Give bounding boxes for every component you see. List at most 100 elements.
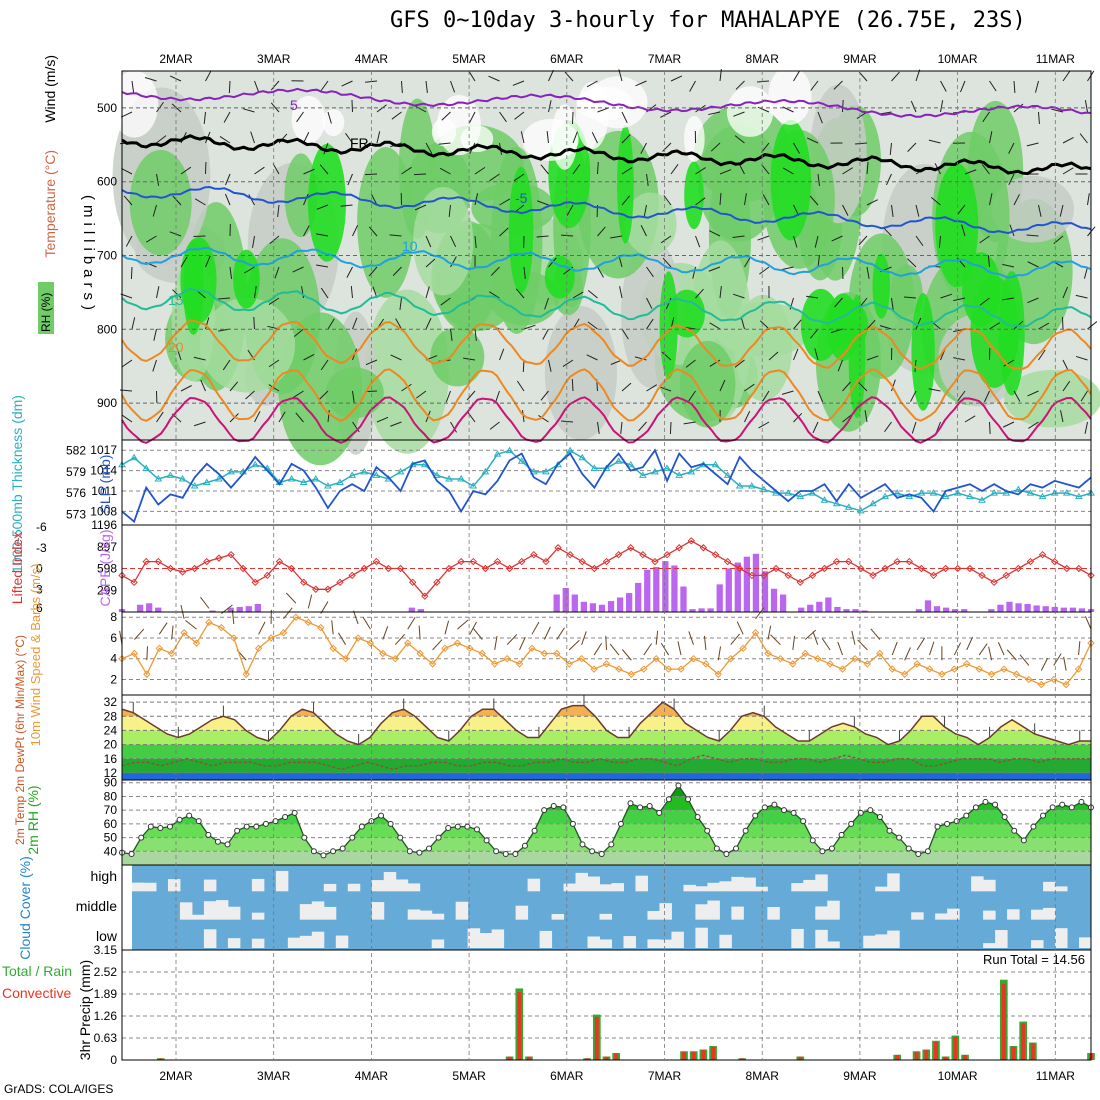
cloud-block [251,912,265,920]
wind-barb [740,317,745,330]
thickness-marker [336,478,344,485]
wind-barb [640,142,647,154]
wind-barb [987,255,990,268]
wind-barb [254,286,257,299]
temp-contour-30 [121,396,1092,444]
thickness-marker [542,467,550,475]
rh-marker [838,831,845,838]
wind-barb [474,193,479,206]
thickness-marker [554,460,562,468]
wind-barb [401,166,412,175]
thickness-marker [917,489,926,496]
rh-blob [365,289,449,454]
wind-barb [989,131,993,144]
rh-marker [531,827,538,834]
precip-legend-total-rain: Total / Rain [2,963,72,979]
rh-marker [445,824,452,831]
cloud-block [132,882,145,892]
thickness-marker [1050,489,1059,496]
wind-barb [842,204,849,216]
cape-bar [698,608,705,612]
precip-tick-label: 1.26 [94,1009,118,1023]
lifted-marker [832,557,841,566]
rh-marker [560,804,567,811]
wind-barb [319,164,329,175]
cloud-block [251,878,265,892]
rh-blob-high [668,289,705,338]
cape-bar [644,569,651,612]
wind-barb [283,607,293,620]
rh-marker [656,809,663,816]
lifted-axis-title: Lifted Index [9,532,25,604]
wind-barb [145,235,157,243]
thickness-marker [202,478,211,485]
wind-marker [304,618,313,627]
rh-marker [426,845,433,852]
contour-label: 15 [168,292,184,308]
wind-barb [252,235,255,248]
wind-barb [793,412,803,423]
wind-barb [368,226,378,237]
lifted-marker [263,571,272,580]
wind-barb [316,233,329,237]
wind-barb [171,103,182,113]
chart-title: GFS 0~10day 3-hourly for MAHALAPYE (26.7… [390,8,1026,33]
wind-barb [940,293,953,299]
wind-barb [389,234,402,237]
thickness-marker [760,485,768,493]
wind-barb [904,296,917,299]
wind-barb [278,411,286,423]
wind-barb [621,195,631,206]
wind-barb [556,627,565,640]
wind-barb [448,204,451,217]
thickness-marker [784,489,793,496]
wind-tick-label: 6 [110,631,117,645]
wind-barb [351,99,353,113]
lifted-marker [275,557,284,566]
thickness-marker [820,496,829,503]
lifted-marker [723,557,732,566]
cloud-block [611,883,624,892]
wind-barb [885,173,892,186]
wind-barb [703,635,707,650]
wind-barb [643,643,653,656]
panel-border [121,949,1092,1061]
wind-barb [425,286,430,299]
wind-barb [1059,204,1064,217]
cloud-block [251,938,265,948]
lifted-marker [687,537,695,545]
wind-barb [490,266,500,276]
wind-barb [537,200,549,206]
wind-marker [900,670,909,678]
wind-barb [864,410,868,423]
thickness-marker [711,460,720,468]
temp-band [122,744,1091,759]
thickness-marker [578,453,587,461]
wind-barb [269,235,280,245]
wind-barb [915,235,924,247]
wind-barb [688,390,696,402]
cloud-block [347,883,361,892]
rh-marker [349,834,356,841]
wind-marker [751,629,760,637]
precip-axis-title: 3hr Precip (mm) [77,960,93,1060]
wind-marker [664,665,673,673]
wind-barb [930,196,941,206]
date-label-bottom: 8MAR [746,1069,780,1083]
rh-marker [320,852,327,859]
lifted-marker [299,578,308,587]
wind-barb [793,70,801,82]
cape-bar [1042,606,1049,612]
wind-marker [490,660,499,668]
rh-marker [128,851,135,858]
rh-marker [253,823,260,830]
rh-marker [214,838,221,845]
lifted-marker [663,550,671,559]
wind-barb [736,621,744,635]
rh-blob-high [684,161,704,230]
cape-bar [843,609,850,612]
wind-barb [663,195,672,206]
wind-barb [1062,136,1074,144]
wind-barb [858,235,868,246]
